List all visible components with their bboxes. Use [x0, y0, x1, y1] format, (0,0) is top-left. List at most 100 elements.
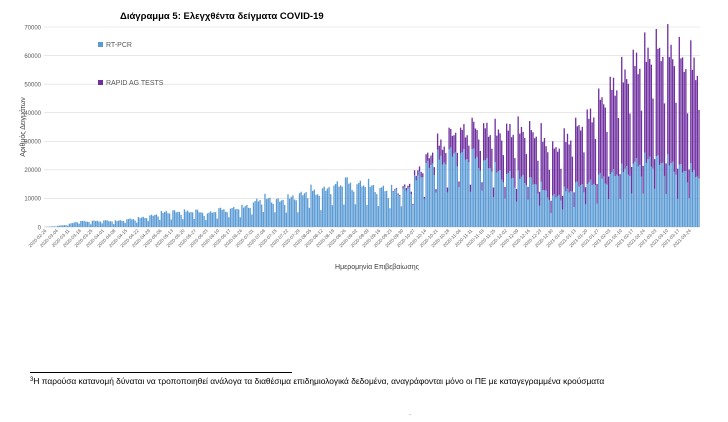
- bar-rapid: [441, 149, 444, 165]
- bar-rtpcr: [210, 211, 212, 227]
- bar-rtpcr: [382, 185, 385, 227]
- bar-rtpcr: [320, 210, 322, 227]
- bar-rapid: [601, 97, 603, 179]
- bar-rtpcr: [261, 204, 263, 227]
- bar-rtpcr: [509, 171, 511, 227]
- bar-rapid: [410, 191, 412, 195]
- bar-rtpcr: [581, 184, 583, 227]
- bar-rtpcr: [343, 204, 345, 227]
- bar-rtpcr: [543, 190, 546, 227]
- bar-rtpcr: [514, 187, 516, 227]
- legend-label-rapid: RAPID AG TESTS: [106, 80, 164, 87]
- bar-rapid: [404, 184, 406, 187]
- bar-rtpcr: [678, 164, 680, 227]
- bar-rtpcr: [196, 209, 199, 227]
- bar-rapid: [445, 153, 447, 165]
- bar-rtpcr: [408, 186, 411, 227]
- chart-svg: 0100002000030000400005000060000700002020…: [19, 11, 700, 271]
- bar-rtpcr: [101, 223, 103, 227]
- bar-rtpcr: [80, 221, 82, 227]
- bar-rtpcr: [381, 187, 383, 227]
- bar-rapid: [688, 169, 690, 199]
- bar-rapid: [591, 122, 593, 186]
- bar-rtpcr: [430, 165, 432, 227]
- bar-rapid: [561, 195, 564, 210]
- bar-rapid: [478, 139, 480, 169]
- bar-rapid: [456, 152, 458, 167]
- bar-rapid: [658, 47, 661, 165]
- bar-rtpcr: [525, 185, 528, 227]
- bar-rtpcr: [134, 220, 136, 227]
- bar-rapid: [515, 188, 518, 202]
- bar-rapid: [575, 117, 577, 183]
- bar-rtpcr: [362, 185, 365, 227]
- bar-rtpcr: [385, 190, 388, 227]
- bar-rtpcr: [441, 164, 444, 227]
- bar-rtpcr: [436, 149, 439, 227]
- bar-rtpcr: [150, 214, 153, 227]
- bar-rtpcr: [376, 194, 378, 227]
- bar-rtpcr: [218, 208, 220, 227]
- bar-rtpcr: [339, 185, 342, 227]
- bar-rapid: [558, 148, 560, 195]
- bar-rapid: [588, 118, 590, 183]
- bar-rtpcr: [75, 221, 77, 227]
- bar-rtpcr: [556, 195, 559, 227]
- bar-rtpcr: [57, 225, 59, 227]
- bar-rtpcr: [459, 153, 462, 227]
- bar-rapid: [527, 186, 529, 200]
- bar-rtpcr: [177, 211, 179, 227]
- bar-rtpcr: [473, 148, 475, 227]
- bar-rtpcr: [578, 186, 580, 227]
- bar-rtpcr: [103, 220, 105, 227]
- bar-rtpcr: [159, 219, 161, 227]
- bar-rtpcr: [114, 220, 117, 227]
- bar-rtpcr: [139, 218, 141, 227]
- bar-rtpcr: [469, 191, 472, 227]
- bar-rtpcr: [341, 186, 343, 227]
- footnote-text: Η παρούσα κατανομή δύναται να τροποποιηθ…: [33, 376, 605, 386]
- bar-rapid: [607, 176, 610, 199]
- bar-rtpcr: [443, 162, 445, 227]
- bar-rapid: [647, 47, 649, 160]
- bar-rtpcr: [321, 188, 324, 227]
- bar-rtpcr: [657, 155, 659, 227]
- bar-rtpcr: [251, 214, 253, 227]
- bar-rtpcr: [183, 209, 186, 227]
- bar-rtpcr: [507, 173, 509, 227]
- bar-rtpcr: [145, 218, 148, 227]
- bar-rtpcr: [691, 172, 694, 227]
- bar-rapid: [686, 113, 689, 183]
- bar-rtpcr: [423, 198, 426, 227]
- bar-rtpcr: [303, 193, 306, 227]
- bar-rtpcr: [242, 207, 245, 227]
- bar-rtpcr: [106, 220, 108, 227]
- bar-rapid: [622, 82, 625, 173]
- bar-rtpcr: [111, 221, 113, 227]
- bar-rapid: [514, 158, 516, 188]
- bar-rapid: [494, 118, 496, 163]
- bar-rapid: [476, 129, 478, 157]
- bar-rapid: [547, 152, 549, 198]
- bar-rtpcr: [198, 212, 200, 227]
- chart-container: 0 10000 20000 30000 40000 50000 60000 70000 2020…: [19, 11, 700, 271]
- bar-rapid: [446, 187, 449, 193]
- bar-rtpcr: [491, 171, 493, 227]
- bar-rtpcr: [63, 225, 66, 227]
- bar-rapid: [479, 150, 482, 171]
- bar-rapid: [640, 110, 643, 177]
- bar-rtpcr: [228, 217, 230, 227]
- bar-rtpcr: [131, 219, 133, 227]
- bar-rtpcr: [307, 198, 309, 227]
- bar-rtpcr: [213, 212, 215, 227]
- bar-rtpcr: [390, 185, 393, 227]
- bar-rapid: [594, 138, 597, 186]
- bar-rtpcr: [619, 198, 621, 227]
- bar-rapid: [397, 193, 399, 195]
- bar-rtpcr: [157, 216, 159, 227]
- bar-rtpcr: [529, 177, 531, 227]
- bar-rapid: [681, 57, 684, 173]
- bar-rapid: [581, 126, 583, 185]
- bar-rtpcr: [427, 160, 429, 227]
- bar-rtpcr: [170, 219, 172, 227]
